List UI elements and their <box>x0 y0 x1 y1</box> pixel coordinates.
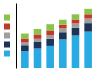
bar <box>34 49 42 69</box>
bars <box>21 9 92 68</box>
bar <box>72 14 80 19</box>
legend-swatch <box>4 24 10 30</box>
bar <box>46 39 54 46</box>
chart <box>0 0 100 71</box>
bar <box>59 20 67 25</box>
y-axis-line <box>16 4 17 69</box>
bar <box>59 25 67 29</box>
bar <box>84 32 92 68</box>
bar <box>21 45 29 51</box>
bar <box>59 32 67 39</box>
bar <box>34 42 42 49</box>
bar <box>59 39 67 68</box>
bar-series <box>21 23 92 51</box>
bar <box>21 51 29 68</box>
bar <box>84 18 92 23</box>
bar <box>46 30 54 35</box>
bar <box>84 23 92 31</box>
bar <box>46 46 54 68</box>
bar <box>72 36 80 69</box>
bar <box>72 20 80 24</box>
bar <box>34 34 42 38</box>
legend-swatch <box>4 51 10 57</box>
plot <box>17 4 92 69</box>
legend-swatch <box>4 42 10 48</box>
bar <box>21 42 29 45</box>
y-axis <box>16 4 17 69</box>
bar <box>84 14 92 18</box>
bar-series <box>21 18 92 45</box>
bar <box>21 34 29 39</box>
legend-swatch <box>4 33 10 39</box>
bar <box>59 28 67 32</box>
bar <box>21 38 29 42</box>
legend-swatch <box>4 15 10 21</box>
bar <box>46 35 54 39</box>
bar <box>72 23 80 27</box>
bar-series <box>21 9 92 39</box>
bar <box>34 29 42 34</box>
bar-series <box>21 32 92 68</box>
bar <box>84 9 92 14</box>
bar <box>72 28 80 36</box>
bar <box>46 24 54 30</box>
bar-series <box>21 14 92 42</box>
bar <box>34 39 42 42</box>
legend <box>4 15 10 57</box>
